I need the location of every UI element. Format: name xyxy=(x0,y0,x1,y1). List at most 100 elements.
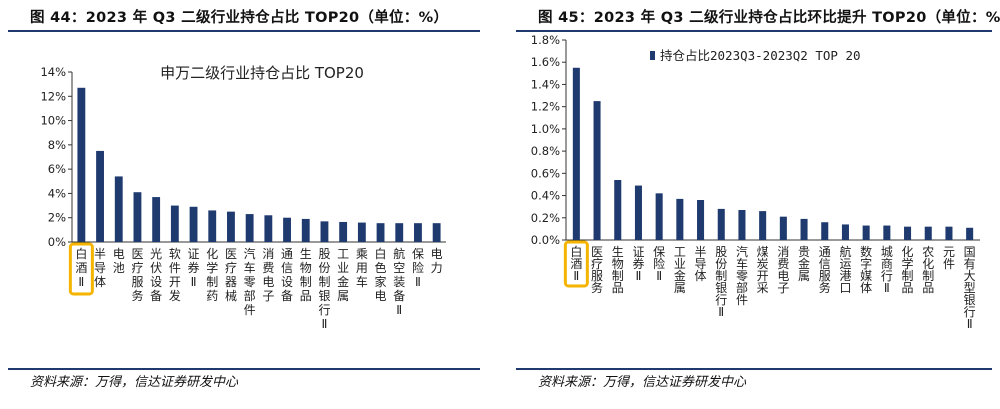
category-label: 医疗服务 xyxy=(131,247,143,303)
bar xyxy=(779,216,787,240)
left-top-rule xyxy=(8,30,480,32)
category-label: 汽车零部件 xyxy=(244,246,256,317)
category-label: 保险 Ⅱ xyxy=(412,247,424,289)
bar xyxy=(862,225,870,240)
bar xyxy=(376,223,385,242)
category-label: 消费电子 xyxy=(777,245,789,295)
category-label: 汽车零部件 xyxy=(736,244,748,307)
y-tick-label: 0.0% xyxy=(531,233,560,247)
bar xyxy=(357,222,366,242)
y-tick-label: 8% xyxy=(48,138,66,152)
category-label: 生物制品 xyxy=(300,247,312,303)
category-label: 贵金属 xyxy=(798,245,810,283)
category-label: 乘用车 xyxy=(356,247,368,289)
bar xyxy=(924,226,932,240)
bar xyxy=(634,185,642,240)
bar xyxy=(821,222,829,240)
y-tick-label: 1.0% xyxy=(531,122,560,136)
y-tick-label: 1.4% xyxy=(531,77,560,91)
bar xyxy=(800,218,808,240)
y-tick-label: 6% xyxy=(48,162,66,176)
category-label: 医疗器械 xyxy=(225,247,237,303)
category-label: 医疗服务 xyxy=(591,245,603,295)
category-label: 工业金属 xyxy=(674,245,686,295)
left-bar-chart: 0% 2% 4% 6% 8% 10% 12% 14% 白酒 Ⅱ 半导体电池医疗服务光伏设备软件开发证… xyxy=(40,64,446,331)
category-label: 白酒 Ⅱ xyxy=(75,246,87,289)
left-figure-title: 图 44：2023 年 Q3 二级行业持仓占比 TOP20（单位：%） xyxy=(30,10,449,26)
bar xyxy=(676,198,684,240)
category-label: 电池 xyxy=(113,247,125,275)
left-figure: 图 44：2023 年 Q3 二级行业持仓占比 TOP20（单位：%） 0% 2%… xyxy=(0,0,488,409)
bar xyxy=(414,223,422,242)
highlight-box xyxy=(68,242,94,296)
category-label: 国有大型银行 Ⅱ xyxy=(964,245,976,331)
y-tick-label: 0.8% xyxy=(531,144,560,158)
bar xyxy=(77,87,86,243)
bar xyxy=(697,200,705,240)
chart-inner-title: 申万二级行业持仓占比 TOP20 xyxy=(160,64,364,82)
category-label: 数字媒体 xyxy=(860,244,872,295)
bar xyxy=(133,192,142,242)
bar xyxy=(245,214,254,242)
bar xyxy=(945,226,953,240)
bar xyxy=(572,67,580,241)
category-label: 证券 Ⅱ xyxy=(188,247,200,289)
y-tick-label: 4% xyxy=(48,186,66,200)
category-label: 通信设备 xyxy=(281,247,293,303)
y-tick-label: 0% xyxy=(48,235,66,249)
bar xyxy=(717,208,725,240)
y-tick-label: 10% xyxy=(40,114,66,128)
category-label: 白酒 Ⅱ xyxy=(570,244,582,283)
category-label: 工业金属 xyxy=(337,247,349,303)
left-bottom-rule xyxy=(8,368,480,370)
category-label: 软件开发 xyxy=(169,247,181,303)
category-label: 元件 xyxy=(943,245,955,271)
category-label: 航运港口 xyxy=(839,244,851,295)
category-label: 电力 xyxy=(431,247,443,275)
category-label: 半导体 xyxy=(695,245,707,283)
y-tick-label: 0.2% xyxy=(531,211,560,225)
y-tick-label: 2% xyxy=(48,211,66,225)
highlight-box xyxy=(563,240,589,288)
category-label: 生物制品 xyxy=(612,245,624,295)
category-label: 消费电子 xyxy=(262,247,274,303)
bar xyxy=(301,218,310,242)
bar xyxy=(883,225,891,240)
bar xyxy=(738,210,746,240)
bar xyxy=(170,205,179,242)
y-tick-label: 14% xyxy=(40,65,66,79)
bar xyxy=(904,226,912,240)
y-tick-label: 0.4% xyxy=(531,189,560,203)
category-label: 保险 Ⅱ xyxy=(653,245,665,283)
y-tick-label: 1.2% xyxy=(531,100,560,114)
bar xyxy=(966,227,974,240)
category-label: 煤炭开采 xyxy=(757,245,769,295)
bar xyxy=(593,101,601,240)
bar xyxy=(614,180,622,240)
legend-swatch xyxy=(650,51,655,60)
category-label: 白色家电 xyxy=(375,246,387,303)
bar xyxy=(283,217,291,242)
bar xyxy=(114,176,123,242)
category-label: 半导体 xyxy=(94,247,106,289)
bar xyxy=(841,224,849,240)
bar xyxy=(152,197,161,242)
right-figure: 图 45：2023 年 Q3 二级行业持仓占比环比提升 TOP20（单位：%） … xyxy=(508,0,1000,409)
left-source-note: 资料来源：万得，信达证券研发中心 xyxy=(30,375,239,390)
category-label: 化学制品 xyxy=(902,245,914,295)
bar xyxy=(432,223,441,242)
right-source-note: 资料来源：万得，信达证券研发中心 xyxy=(538,375,747,390)
y-tick-label: 1.8% xyxy=(531,33,560,47)
bar xyxy=(227,211,235,242)
right-bottom-rule xyxy=(516,368,992,370)
category-label: 农化制品 xyxy=(922,245,934,295)
bar xyxy=(96,150,104,242)
y-tick-label: 1.6% xyxy=(531,55,560,69)
category-label: 航空装备 Ⅱ xyxy=(393,246,405,317)
y-tick-label: 12% xyxy=(40,89,66,103)
bar xyxy=(264,215,273,242)
category-label: 城商行 Ⅱ xyxy=(881,245,893,295)
right-figure-title: 图 45：2023 年 Q3 二级行业持仓占比环比提升 TOP20（单位：%） xyxy=(538,10,1000,26)
y-tick-label: 0.6% xyxy=(531,166,560,180)
category-label: 股份制银行 Ⅱ xyxy=(715,245,727,319)
